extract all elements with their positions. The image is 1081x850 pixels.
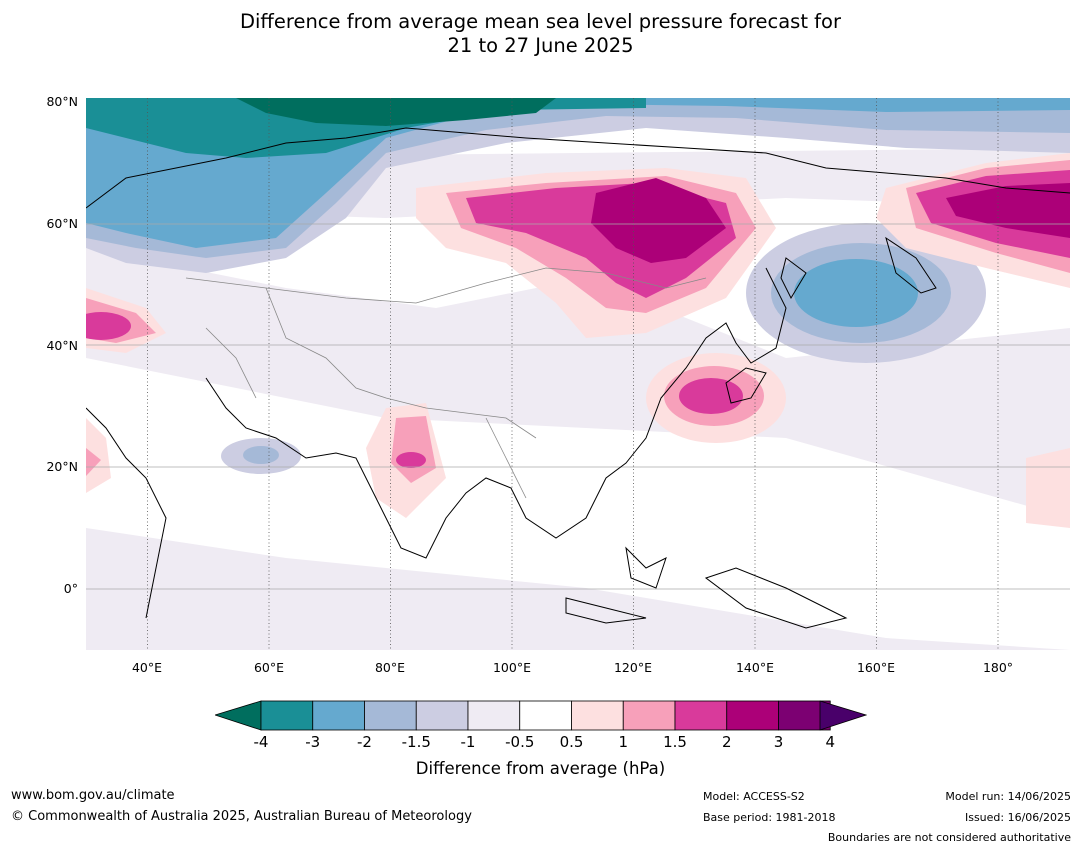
colorbar-tick-label: -3 — [305, 733, 321, 751]
colorbar-tick-label: 0.5 — [559, 733, 584, 751]
colorbar-tick-label: 2 — [721, 733, 732, 751]
colorbar-tick-label: -0.5 — [505, 733, 535, 751]
colorbar-box — [519, 700, 572, 731]
colorbar-box — [726, 700, 779, 731]
lon-label-140e: 140°E — [735, 660, 774, 675]
map-title-line2: 21 to 27 June 2025 — [447, 34, 634, 57]
footer-issued: Issued: 16/06/2025 — [964, 811, 1071, 824]
colorbar-tick-label: 3 — [773, 733, 784, 751]
map-title-line1: Difference from average mean sea level p… — [240, 10, 841, 33]
pressure-anomaly-map — [86, 98, 1070, 650]
lon-label-120e: 120°E — [613, 660, 652, 675]
colorbar-tick-label: -4 — [253, 733, 269, 751]
colorbar-tick-label: -1.5 — [401, 733, 431, 751]
lat-label-60n: 60°N — [46, 216, 78, 231]
footer-model: Model: ACCESS-S2 — [703, 790, 805, 803]
lat-label-20n: 20°N — [46, 459, 78, 474]
lat-label-40n: 40°N — [46, 338, 78, 353]
colorbar-tick-label: 1.5 — [663, 733, 687, 751]
lon-label-160e: 160°E — [856, 660, 895, 675]
colorbar-box — [674, 700, 728, 731]
footer-model-run: Model run: 14/06/2025 — [945, 790, 1071, 803]
footer-website: www.bom.gov.au/climate — [11, 788, 175, 803]
lon-label-180: 180° — [982, 660, 1014, 675]
colorbar-low-arrow — [215, 700, 262, 731]
colorbar-box — [467, 700, 521, 731]
footer-copyright: © Commonwealth of Australia 2025, Austra… — [11, 809, 472, 824]
colorbar-label: Difference from average (hPa) — [415, 759, 666, 778]
colorbar-box — [622, 700, 676, 731]
colorbar-tick-label: -1 — [460, 733, 476, 751]
lon-label-80e: 80°E — [374, 660, 406, 675]
colorbar-box — [571, 700, 624, 731]
lon-label-100e: 100°E — [492, 660, 531, 675]
footer-disclaimer: Boundaries are not considered authoritat… — [827, 831, 1071, 844]
colorbar-box — [312, 700, 365, 731]
lat-label-80n: 80°N — [46, 94, 78, 109]
lon-label-40e: 40°E — [131, 660, 163, 675]
colorbar-box — [364, 700, 417, 731]
colorbar-tick-label: 1 — [618, 733, 629, 751]
colorbar-box — [260, 700, 314, 731]
colorbar-high-arrow — [819, 700, 867, 731]
footer-base-period: Base period: 1981-2018 — [703, 811, 836, 824]
colorbar-tick-label: 4 — [825, 733, 836, 751]
colorbar-tick-label: -2 — [357, 733, 372, 751]
lon-label-60e: 60°E — [253, 660, 285, 675]
lat-label-0: 0° — [63, 581, 78, 596]
colorbar-box — [415, 700, 469, 731]
colorbar — [215, 700, 867, 731]
